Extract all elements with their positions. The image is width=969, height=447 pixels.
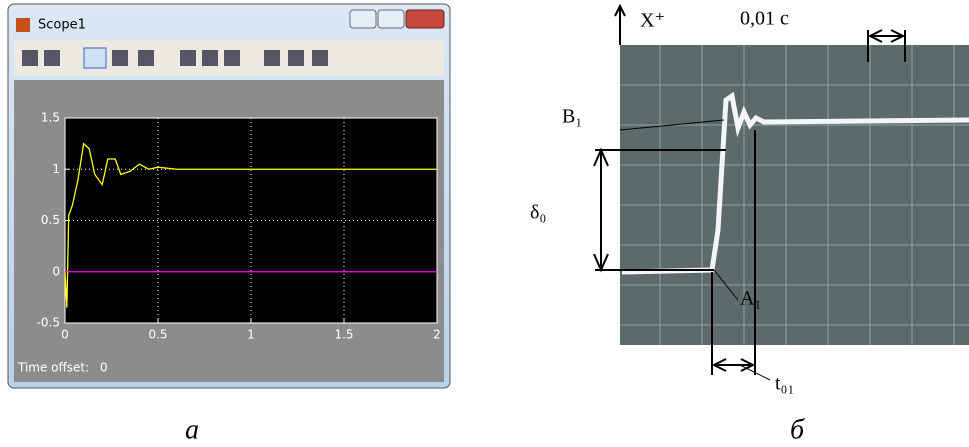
maximize-button[interactable] (377, 9, 405, 29)
float-icon[interactable] (264, 50, 280, 66)
minimize-button[interactable] (349, 9, 377, 29)
caption-b: б (790, 414, 805, 445)
a1-label: A₁ (740, 288, 761, 310)
x-tick-label: 0 (61, 328, 69, 342)
caption-a: а (185, 414, 199, 445)
time-offset-label: Time offset: (17, 361, 89, 375)
y-tick-label: 1 (52, 162, 60, 176)
y-tick-label: 0.5 (41, 213, 60, 227)
plot-area (64, 117, 438, 324)
print-icon[interactable] (22, 50, 38, 66)
b1-label: B₁ (562, 106, 582, 128)
time-scale-label: 0,01 с (740, 8, 789, 30)
restore-axes-icon[interactable] (224, 50, 240, 66)
series-line (64, 142, 437, 308)
t01-label: t₀₁ (775, 373, 795, 395)
x-tick-label: 1 (247, 328, 255, 342)
zoom-x-icon[interactable] (112, 50, 128, 66)
x-tick-label: 0.5 (148, 328, 167, 342)
autoscale-icon[interactable] (180, 50, 196, 66)
y-tick-label: 1.5 (41, 111, 60, 125)
app-icon (16, 18, 30, 32)
y-tick-label: 0 (52, 264, 60, 278)
window-title: Scope1 (38, 18, 86, 33)
lock-icon[interactable] (288, 50, 304, 66)
x-tick-label: 1.5 (334, 328, 353, 342)
y-tick-label: -0.5 (37, 316, 60, 330)
scope-chart: 0 0.5 1 1.5 2-0.500.511.5 (37, 111, 441, 342)
x-axis-label: X⁺ (640, 10, 665, 32)
delta0-label: δ₀ (530, 202, 546, 224)
time-offset-value: 0 (100, 361, 108, 375)
select-icon[interactable] (312, 50, 328, 66)
photo-trace (621, 91, 969, 275)
annotations (593, 3, 906, 381)
photo-grid (620, 45, 969, 345)
params-icon[interactable] (44, 50, 60, 66)
zoom-icon[interactable] (83, 47, 107, 69)
photo (620, 45, 969, 345)
toolbar-icons (22, 47, 328, 69)
zoom-y-icon[interactable] (138, 50, 154, 66)
x-tick-label: 2 (433, 328, 441, 342)
close-button[interactable] (405, 9, 445, 29)
save-axes-icon[interactable] (202, 50, 218, 66)
